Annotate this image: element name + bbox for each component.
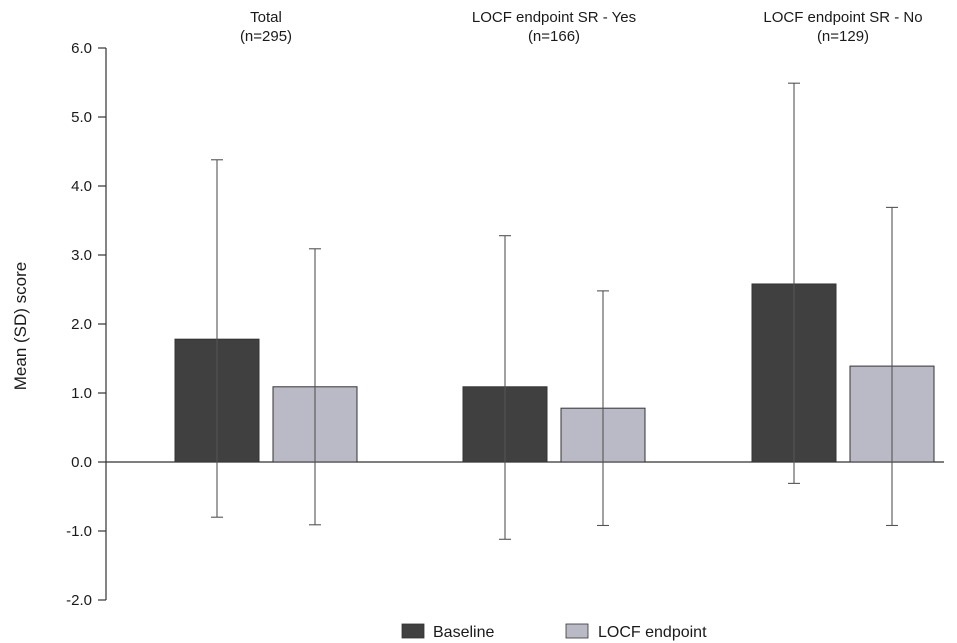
y-tick-label: -2.0 <box>66 592 92 609</box>
group-label-n: (n=129) <box>817 28 869 45</box>
group-label-name: Total <box>250 9 282 26</box>
group-label-name: LOCF endpoint SR - No <box>763 9 922 26</box>
group-labels: Total (n=295) LOCF endpoint SR - Yes (n=166… <box>240 9 923 45</box>
y-tick-label: 5.0 <box>71 109 92 126</box>
y-tick-label: 3.0 <box>71 247 92 264</box>
y-tick-label: 4.0 <box>71 178 92 195</box>
legend-swatch <box>401 623 425 639</box>
group-label-name: LOCF endpoint SR - Yes <box>472 9 636 26</box>
legend-label: Baseline <box>433 624 494 641</box>
y-tick-label: 1.0 <box>71 385 92 402</box>
legend: Baseline LOCF endpoint <box>401 623 707 641</box>
y-tick-label: 6.0 <box>71 40 92 57</box>
y-axis: 6.0 5.0 4.0 3.0 2.0 1.0 0.0 -1.0 -2.0 <box>66 40 107 609</box>
y-tick-label: -1.0 <box>66 523 92 540</box>
error-bars <box>211 82 898 540</box>
group-label-n: (n=295) <box>240 28 292 45</box>
y-tick-label: 2.0 <box>71 316 92 333</box>
group-label-n: (n=166) <box>528 28 580 45</box>
y-tick-label: 0.0 <box>71 454 92 471</box>
legend-swatch <box>565 623 589 639</box>
bars <box>174 283 935 463</box>
y-axis-title: Mean (SD) score <box>11 262 30 390</box>
legend-label: LOCF endpoint <box>598 624 707 641</box>
